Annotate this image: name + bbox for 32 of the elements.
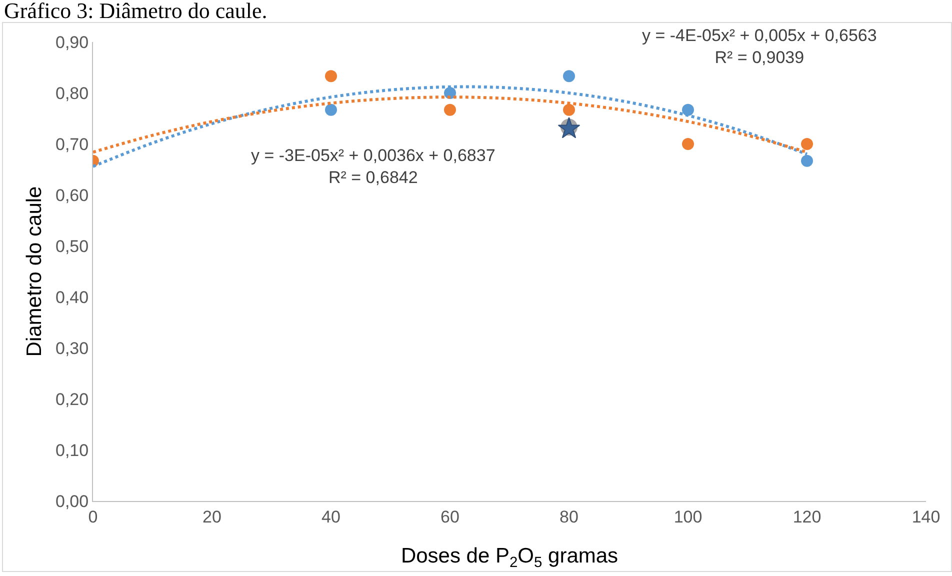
y-tick-label: 0,30 (56, 338, 89, 358)
point (801, 138, 813, 150)
x-tick-label: 20 (202, 507, 222, 526)
x-axis-title: Doses de P$_{2}$O$_{5}$ gramas (400, 544, 618, 571)
chart-title: Gráfico 3: Diâmetro do caule. (3, 0, 268, 23)
x-tick-label: 80 (560, 507, 578, 526)
point (563, 104, 575, 116)
point (682, 104, 694, 116)
y-tick-label: 0,70 (56, 134, 89, 154)
point (563, 70, 575, 82)
y-tick-label: 0,80 (56, 84, 89, 103)
x-tick-label: 0 (88, 507, 98, 526)
point (325, 70, 337, 82)
point (801, 154, 813, 167)
x-tick-label: 140 (912, 507, 940, 526)
x-tick-label: 120 (792, 507, 822, 526)
y-axis-title: Diametro do caule (23, 186, 46, 357)
y-tick-label: 0,50 (56, 236, 89, 256)
point (682, 138, 694, 150)
y-tick-label: 0,40 (56, 288, 89, 307)
y-tick-label: 0,10 (56, 440, 89, 460)
x-tick-label: 40 (322, 507, 340, 526)
y-tick-label: 0,00 (56, 492, 89, 511)
y-tick-label: 0,90 (56, 32, 89, 52)
point (444, 104, 456, 116)
annotation: y = -4E-05x² + 0,005x + 0,6563 R² = 0,9039 (642, 26, 877, 68)
annotation: y = -3E-05x² + 0,0036x + 0,6837 R² = 0,6842 (251, 146, 496, 188)
y-tick-label: 0,20 (56, 390, 89, 409)
point (325, 104, 337, 116)
x-tick-label: 60 (440, 507, 460, 526)
y-tick-label: 0,60 (56, 186, 89, 205)
x-tick-label: 100 (674, 507, 702, 526)
